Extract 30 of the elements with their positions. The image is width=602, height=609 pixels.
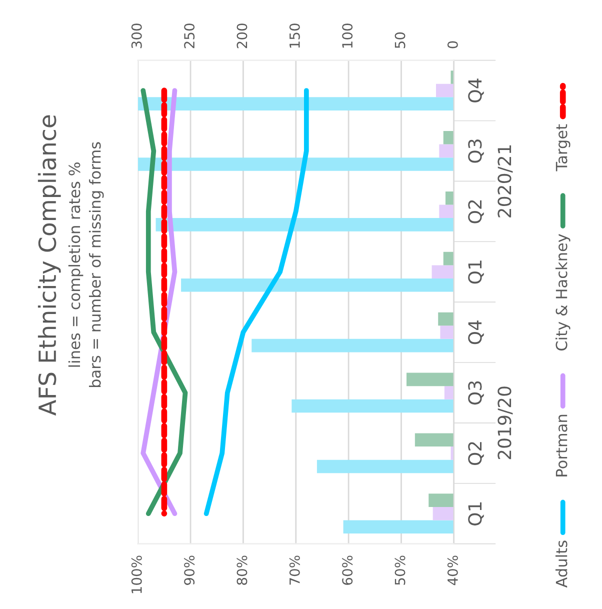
y-tick-label: Q1: [468, 260, 484, 284]
y-tick-label: Q2: [468, 442, 484, 466]
y-tick-label: Q2: [468, 200, 484, 224]
x2-tick-label: 250: [184, 24, 195, 48]
text: 2020/21: [498, 145, 513, 218]
text: 2019/20: [498, 386, 513, 460]
legend-label: City & Hackney: [555, 234, 570, 350]
x-tick-label: 80%: [236, 556, 248, 585]
x2-tick-label: 50: [394, 32, 406, 48]
x-tick-label: 60%: [342, 556, 353, 585]
legend-label: Adults: [555, 540, 568, 588]
x2-tick-label: 100: [342, 24, 353, 48]
x-tick-label: 90%: [184, 556, 195, 585]
y-tick-label: Q3: [468, 381, 484, 405]
x-tick-label: 50%: [394, 556, 406, 585]
legend-label: Target: [556, 124, 570, 172]
y-tick-label: Q4: [468, 78, 484, 102]
y-tick-label: Q4: [468, 320, 484, 344]
x2-tick-label: 150: [289, 24, 300, 48]
x2-tick-label: 300: [131, 24, 142, 48]
x-tick-label: 40%: [447, 556, 458, 586]
text: AFS Ethnicity Compliance: [38, 115, 61, 416]
legend-label: Portman: [556, 414, 568, 476]
x-tick-label: 70%: [289, 556, 300, 585]
x2-tick-label: 0: [447, 41, 458, 48]
x-tick-label: 100%: [131, 556, 142, 594]
text: lines = completion rates % bars = number of missing forms: [68, 142, 104, 388]
x2-tick-label: 200: [236, 24, 248, 48]
y-tick-label: Q1: [468, 502, 484, 526]
y-tick-label: Q3: [468, 140, 484, 163]
